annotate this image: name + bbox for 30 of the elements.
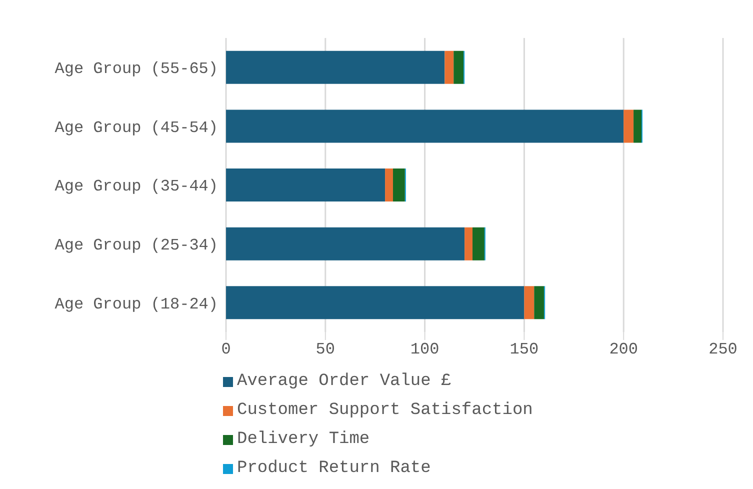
x-tick-label: 0 [221,340,231,358]
x-tick-label: 100 [410,340,440,358]
bar [624,110,634,143]
y-tick-label: Age Group (55-65) [54,60,218,78]
bar [226,168,386,202]
x-tick-label: 250 [708,340,738,358]
bar [385,168,393,202]
bar [226,286,524,320]
y-tick-label: Age Group (25-34) [54,236,218,254]
bar [392,168,405,202]
legend-label: Customer Support Satisfaction [236,401,533,420]
y-tick-label: Age Group (45-54) [54,118,218,137]
bar [226,110,624,143]
x-tick-label: 200 [609,340,638,358]
legend-label: Product Return Rate [236,459,431,478]
x-tick-label: 50 [316,340,335,358]
bar [454,50,464,84]
bar [464,227,473,260]
bar [524,286,534,320]
legend-label: Average Order Value £ [236,372,452,391]
bar [634,110,642,143]
x-tick-label: 150 [510,340,539,358]
bar [226,227,465,260]
y-tick-label: Age Group (18-24) [54,295,218,314]
y-tick-label: Age Group (35-44) [54,178,218,196]
bar [226,50,445,84]
bar [472,227,484,260]
bar [444,50,454,84]
bar [534,286,544,320]
legend-label: Delivery Time [236,430,370,449]
